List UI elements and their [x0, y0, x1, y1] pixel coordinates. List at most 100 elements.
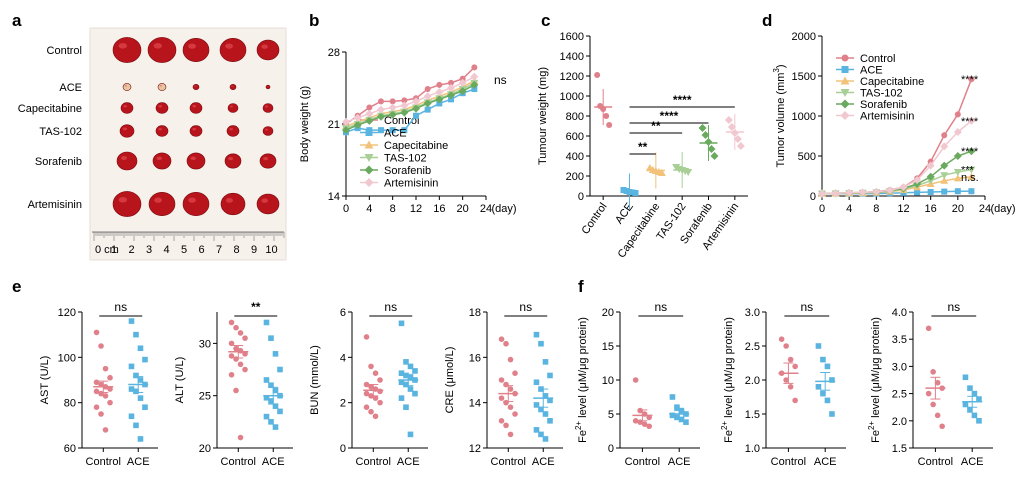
tumour-specimen — [147, 37, 177, 63]
x-tick-label: Control — [356, 456, 391, 468]
data-point — [538, 340, 544, 347]
data-point — [968, 188, 975, 195]
y-axis-label: Tumor volume (mm3) — [772, 64, 787, 167]
data-point — [128, 413, 135, 420]
data-point — [926, 161, 935, 170]
tumour-highlight — [261, 198, 269, 203]
data-point — [606, 122, 613, 128]
legend-marker — [840, 99, 850, 109]
data-point — [941, 188, 948, 195]
y-axis-label: BUN (mmol/L) — [309, 345, 321, 415]
y-tick-label: 28 — [328, 47, 340, 59]
y-tick-label: 2.0 — [745, 375, 760, 387]
tumour-specimen — [186, 152, 206, 170]
legend-label: TAS-102 — [384, 153, 427, 165]
data-point — [669, 412, 676, 419]
y-tick-label: 14 — [328, 191, 340, 203]
data-point — [398, 320, 405, 327]
data-point — [953, 152, 962, 160]
data-point — [107, 386, 113, 392]
panel-label-f: f — [578, 277, 584, 296]
y-tick-label: 0 — [810, 191, 816, 203]
y-tick-label: 16 — [469, 352, 481, 364]
data-point — [637, 407, 643, 414]
y-tick-label: 1.5 — [745, 409, 760, 421]
data-point — [824, 363, 831, 370]
x-tick-label: 8 — [873, 203, 879, 215]
data-point — [707, 145, 716, 153]
data-point — [967, 407, 973, 413]
data-point — [954, 111, 961, 118]
x-tick-label: ACE — [127, 456, 150, 468]
data-point — [498, 418, 505, 424]
data-point — [498, 336, 505, 343]
data-point — [412, 390, 418, 397]
data-point — [366, 104, 373, 111]
data-point — [459, 75, 466, 82]
data-point — [412, 368, 418, 374]
y-axis-label: Tumour weight (mg) — [537, 67, 549, 165]
photo-row-label: Control — [47, 45, 82, 57]
y-tick-label: 60 — [64, 443, 76, 455]
tumour-specimen — [227, 103, 239, 113]
data-point — [940, 142, 949, 151]
data-point — [925, 325, 932, 332]
data-point — [102, 365, 109, 372]
data-point — [498, 377, 505, 383]
data-point — [787, 356, 794, 363]
y-tick-label: 120 — [58, 307, 76, 319]
data-point — [503, 340, 509, 347]
legend-label: ACE — [860, 65, 883, 77]
data-point — [458, 87, 467, 96]
panel-label-b: b — [309, 11, 319, 30]
data-point — [632, 418, 639, 424]
data-point — [365, 109, 374, 118]
y-tick-label: 3.0 — [745, 307, 760, 319]
data-point — [820, 390, 826, 397]
data-point — [845, 188, 854, 197]
data-point — [792, 363, 798, 370]
data-point — [701, 131, 710, 139]
data-point — [137, 436, 144, 442]
data-point — [538, 431, 544, 438]
data-point — [507, 386, 514, 392]
tumour-highlight — [265, 128, 268, 131]
data-point — [926, 172, 935, 181]
ruler-number: 10 — [265, 244, 277, 256]
data-point — [940, 161, 949, 170]
legend-marker — [841, 54, 849, 62]
data-point — [403, 404, 409, 410]
data-point — [137, 377, 144, 383]
data-point — [401, 127, 408, 134]
tumour-specimen — [265, 84, 271, 90]
data-point — [363, 404, 370, 411]
data-point — [926, 177, 935, 185]
x-tick-label: Control — [579, 201, 609, 237]
tumour-highlight — [229, 128, 233, 131]
data-point — [507, 356, 514, 363]
significance-label: *** — [961, 165, 975, 177]
tumour-specimen — [262, 126, 274, 136]
significance-label: ns — [519, 300, 532, 314]
data-point — [400, 108, 409, 117]
y-tick-label: 100 — [58, 352, 76, 364]
data-point — [507, 431, 514, 438]
y-tick-label: 3.0 — [892, 361, 907, 373]
tumour-highlight — [225, 198, 233, 203]
y-tick-label: 400 — [566, 151, 584, 163]
ruler-unit: 0 cm — [95, 244, 119, 256]
x-tick-label: 16 — [925, 203, 937, 215]
photo-row-label: Artemisinin — [28, 199, 82, 211]
data-point — [228, 371, 235, 378]
data-point — [962, 401, 969, 408]
data-point — [435, 95, 444, 104]
x-axis-label: (day) — [491, 203, 516, 215]
x-tick-label: Control — [625, 456, 660, 468]
bun-chart: 0 2 4 6 BUN (mmol/L) Control ACE ns — [309, 300, 428, 468]
data-point — [93, 329, 100, 336]
data-point — [413, 112, 419, 119]
data-point — [968, 76, 975, 83]
data-point — [133, 372, 139, 379]
significance-stars: ** — [651, 119, 661, 133]
fe-chart-2: 1.0 1.5 2.0 2.5 3.0 Fe2+ level (μM/μg protein… — [720, 300, 846, 468]
